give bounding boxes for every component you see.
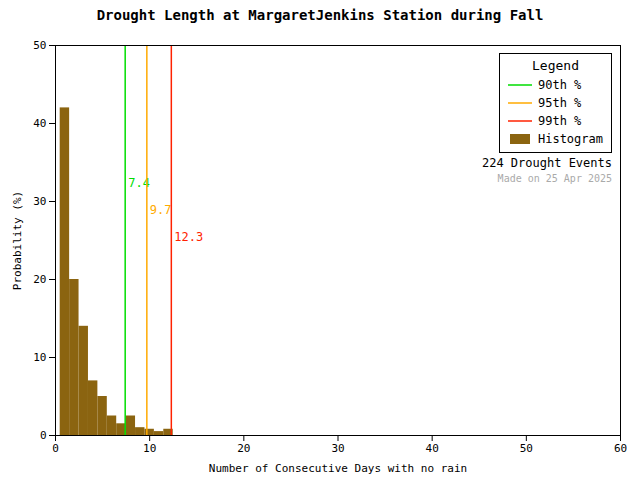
- html-text:99th %: 99th %: [538, 114, 582, 128]
- svg-text:10: 10: [143, 442, 156, 455]
- svg-text:20: 20: [33, 273, 46, 286]
- html-text:95th %: 95th %: [538, 96, 582, 110]
- svg-text:7.4: 7.4: [128, 175, 150, 190]
- svg-text:Probability (%): Probability (%): [11, 191, 24, 290]
- svg-text:50: 50: [520, 442, 533, 455]
- svg-text:40: 40: [33, 117, 46, 130]
- svg-text:9.7: 9.7: [150, 203, 172, 217]
- html-text:224 Drought Events: 224 Drought Events: [482, 156, 612, 170]
- svg-text:10: 10: [33, 351, 46, 364]
- svg-text:30: 30: [33, 195, 46, 208]
- svg-text:30: 30: [331, 442, 344, 455]
- svg-text:50: 50: [33, 39, 46, 52]
- html-text:Made on 25 Apr 2025: Made on 25 Apr 2025: [497, 173, 612, 184]
- svg-text:20: 20: [237, 442, 250, 455]
- svg-text:0: 0: [52, 442, 59, 455]
- html-text:Drought Length at MargaretJenk: Drought Length at MargaretJenkins Statio…: [96, 7, 544, 23]
- svg-text:12.3: 12.3: [174, 230, 203, 244]
- html-text:Histogram: Histogram: [538, 132, 603, 146]
- html-text:Legend: Legend: [532, 58, 579, 73]
- svg-text:Number of Consecutive Days wit: Number of Consecutive Days with no rain: [209, 462, 467, 475]
- html-text:90th %: 90th %: [538, 78, 582, 92]
- svg-text:60: 60: [614, 442, 627, 455]
- svg-text:0: 0: [40, 429, 47, 442]
- svg-text:40: 40: [426, 442, 439, 455]
